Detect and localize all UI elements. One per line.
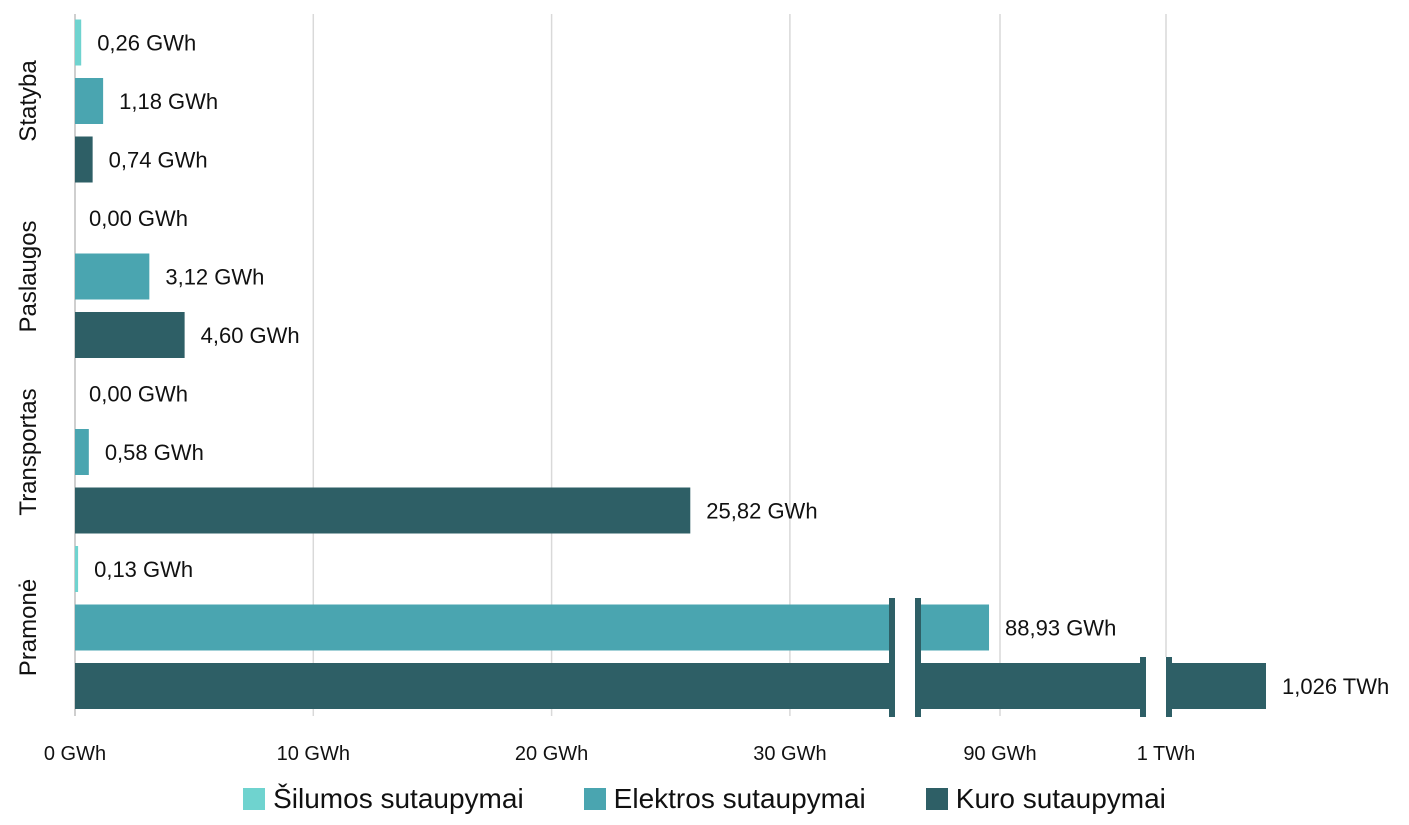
bar xyxy=(75,663,1266,709)
data-label: 4,60 GWh xyxy=(201,323,300,348)
data-label: 0,00 GWh xyxy=(89,206,188,231)
data-label: 1,18 GWh xyxy=(119,89,218,114)
data-label: 0,13 GWh xyxy=(94,557,193,582)
x-axis-ticks: 0 GWh 10 GWh 20 GWh 30 GWh 90 GWh 1 TWh xyxy=(44,743,1195,765)
category-label: Paslaugos xyxy=(15,220,42,332)
bar xyxy=(75,78,104,124)
x-tick-label: 0 GWh xyxy=(44,743,106,765)
bar xyxy=(75,253,150,300)
category-labels: Statyba Paslaugos Transportas Pramonė xyxy=(15,60,42,677)
legend-swatch xyxy=(925,788,948,810)
bar xyxy=(75,312,185,358)
legend-item: Elektros sutaupymai xyxy=(583,783,866,815)
legend-label: Kuro sutaupymai xyxy=(955,783,1166,814)
x-tick-label: 90 GWh xyxy=(963,743,1036,765)
category-label: Pramonė xyxy=(15,579,42,676)
category-label: Transportas xyxy=(15,388,42,515)
gridlines xyxy=(74,14,1167,716)
x-tick-label: 1 TWh xyxy=(1137,743,1196,765)
legend-item: Šilumos sutaupymai xyxy=(243,783,524,815)
legend-label: Šilumos sutaupymai xyxy=(273,783,524,814)
category-label: Statyba xyxy=(15,60,42,142)
x-tick-label: 20 GWh xyxy=(515,743,588,765)
bar xyxy=(75,546,79,592)
bar xyxy=(75,136,93,183)
data-label: 0,74 GWh xyxy=(109,148,208,173)
bar xyxy=(75,487,691,534)
data-label: 88,93 GWh xyxy=(1005,616,1116,641)
x-tick-label: 30 GWh xyxy=(753,743,826,765)
legend: Šilumos sutaupymai Elektros sutaupymai Kur… xyxy=(0,783,1409,815)
legend-item: Kuro sutaupymai xyxy=(925,783,1166,815)
legend-swatch xyxy=(583,788,606,810)
data-label: 0,58 GWh xyxy=(105,440,204,465)
axis-break-gap xyxy=(892,598,918,717)
bar xyxy=(75,429,89,475)
bars: 0,26 GWh 1,18 GWh 0,74 GWh 0,00 GWh 3,12 GWh… xyxy=(75,19,1389,717)
data-label: 1,026 TWh xyxy=(1282,674,1389,699)
axis-break-mark xyxy=(915,598,921,717)
data-label: 3,12 GWh xyxy=(165,265,264,290)
axis-break-mark xyxy=(1140,657,1146,717)
legend-swatch xyxy=(243,788,266,810)
data-label: 0,26 GWh xyxy=(97,31,196,56)
data-label: 0,00 GWh xyxy=(89,382,188,407)
axis-break-gap xyxy=(1143,657,1169,717)
axis-break-mark xyxy=(889,598,895,717)
chart: 0 GWh 10 GWh 20 GWh 30 GWh 90 GWh 1 TWh 0,26 … xyxy=(15,14,1389,765)
data-label: 25,82 GWh xyxy=(706,499,817,524)
axis-break-mark xyxy=(1166,657,1172,717)
x-tick-label: 10 GWh xyxy=(277,743,350,765)
bar xyxy=(75,604,990,651)
legend-label: Elektros sutaupymai xyxy=(613,783,866,814)
bar xyxy=(75,19,82,66)
